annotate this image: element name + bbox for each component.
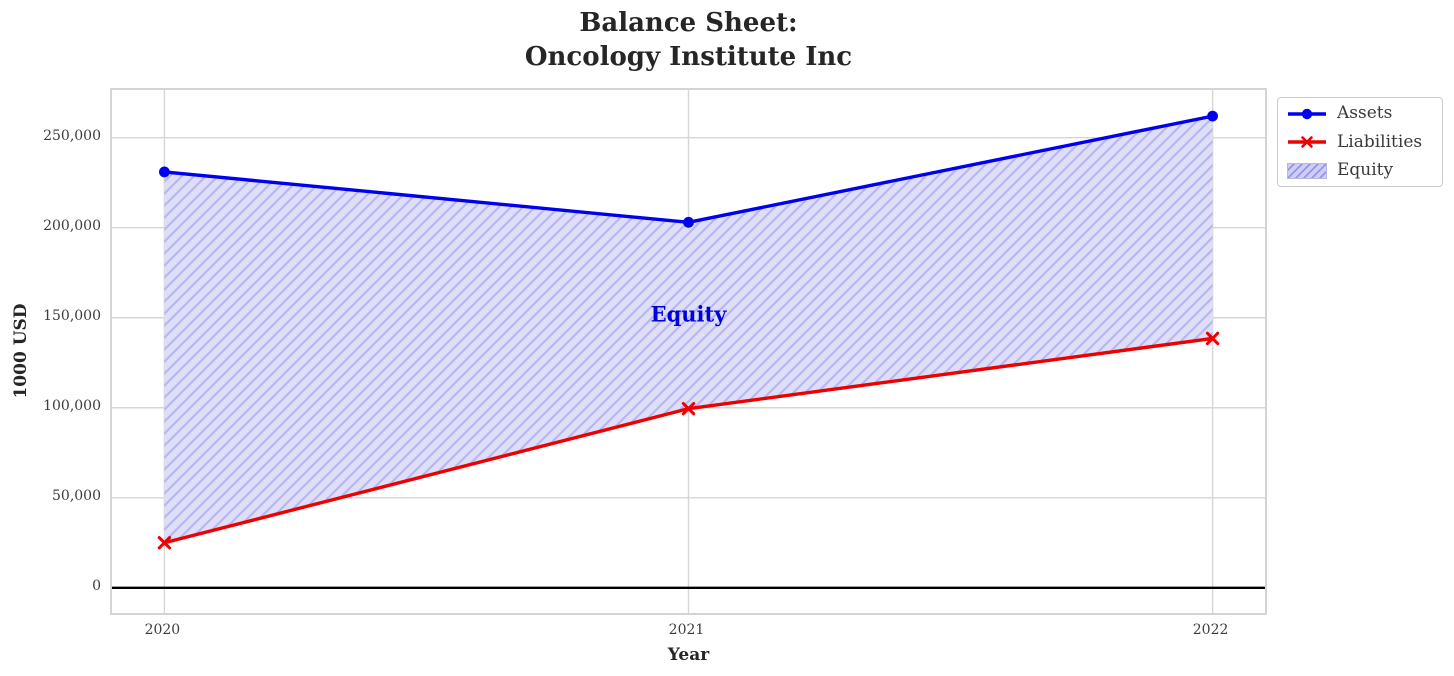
y-tick-label: 250,000 <box>43 127 101 144</box>
chart-title-line-1: Balance Sheet: <box>579 8 798 38</box>
y-tick-label: 0 <box>92 577 101 594</box>
plot-area: Equity <box>110 88 1267 615</box>
legend-label-liabilities: Liabilities <box>1337 131 1423 152</box>
equity-area <box>164 116 1213 543</box>
x-tick-label: 2021 <box>668 622 705 638</box>
liabilities-point <box>1205 331 1220 346</box>
equity-annotation: Equity <box>650 301 727 327</box>
x-tick-label: 2022 <box>1192 622 1229 638</box>
liabilities-line-icon <box>1288 136 1326 148</box>
legend: Assets Liabilities Equity <box>1277 97 1443 187</box>
y-tick-label: 150,000 <box>43 307 101 324</box>
assets-series <box>159 110 1218 228</box>
chart-title-line-2: Oncology Institute Inc <box>524 42 853 72</box>
legend-label-assets: Assets <box>1337 103 1393 123</box>
plot-canvas <box>112 90 1265 613</box>
legend-row-equity: Equity <box>1287 162 1432 179</box>
legend-row-liabilities: Liabilities <box>1287 131 1432 152</box>
equity-patch-icon <box>1287 162 1327 179</box>
assets-line-icon <box>1288 108 1326 119</box>
liabilities-series <box>157 331 1220 550</box>
liabilities-point <box>157 536 172 550</box>
x-axis-label: Year <box>667 645 710 665</box>
y-tick-label: 50,000 <box>52 487 101 504</box>
assets-point <box>159 166 170 178</box>
chart-title: Balance Sheet: Oncology Institute Inc <box>110 6 1267 74</box>
legend-label-equity: Equity <box>1337 160 1394 180</box>
assets-point <box>683 216 694 228</box>
y-tick-label: 200,000 <box>43 217 101 234</box>
legend-row-assets: Assets <box>1287 105 1432 122</box>
liabilities-point <box>681 401 696 416</box>
assets-point <box>1207 110 1218 122</box>
y-tick-label: 100,000 <box>43 397 101 414</box>
x-tick-label: 2020 <box>144 622 181 638</box>
